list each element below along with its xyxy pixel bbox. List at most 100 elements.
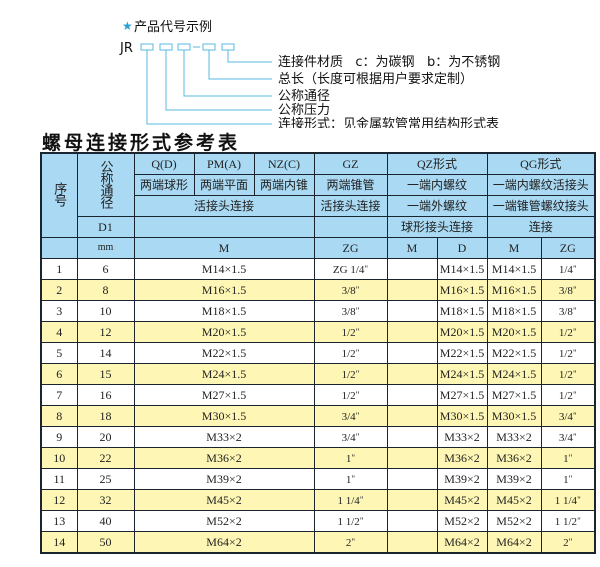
cell-dn: 16 [76,384,135,406]
cell-qz-m [386,447,438,469]
thread-size-value: 3/8 [342,285,360,297]
cell-m: M45×2 [133,489,315,511]
thread-size-value: 1 1/2 [338,516,364,528]
cell-m: M52×2 [133,510,315,532]
cell-zg: 3/8 [313,300,388,322]
label-nominal-diameter: 公称通径 [278,89,330,104]
label-material: 连接件材质 c：为碳钢 b：为不锈钢 [278,54,500,70]
thread-size-value: 3/8 [342,306,360,318]
cell-zg: 1 [313,468,388,490]
cell-m: M24×1.5 [133,363,315,385]
cell-zg: 1/2 [313,384,388,406]
cell-dn: 12 [76,321,135,343]
cell-zg: 2 [313,531,388,554]
cell-qg-m: M18×1.5 [486,300,542,322]
cell-zg: 1/2 [313,321,388,343]
cell-qg-m: M27×1.5 [486,384,542,406]
cell-qg-m: M20×1.5 [486,321,542,343]
cell-qz-d: M52×2 [436,510,488,532]
cell-qg-zg: 1 [540,468,596,490]
cell-seq: 2 [40,279,78,301]
header-gz-desc: 两端锥管 [313,174,388,196]
cell-dn: 18 [76,405,135,427]
cell-dn: 40 [76,510,135,532]
cell-qg-zg: 1/2 [540,342,596,364]
cell-seq: 3 [40,300,78,322]
diagram-heading: 产品代号示例 [134,20,212,35]
thread-size-value: 1/2 [342,348,360,360]
header-qz-m: M [386,237,438,259]
header-seq: 序号 [40,152,78,238]
code-prefix: JR [119,41,133,56]
cell-m: M64×2 [133,531,315,554]
header-qz-desc1: 一端内螺纹 [386,174,488,196]
cell-qz-d: M39×2 [436,468,488,490]
cell-m: M18×1.5 [133,300,315,322]
thread-size-value: 1 [563,474,572,486]
header-zg: ZG [313,237,388,259]
cell-qg-zg: 1 1/2 [540,510,596,532]
star-icon: ★ [122,19,133,33]
cell-qg-zg: 1 1/4 [540,489,596,511]
header-union-connection: 活接头连接 [133,195,315,217]
cell-m: M16×1.5 [133,279,315,301]
cell-qg-zg: 1/2 [540,363,596,385]
cell-qg-zg: 3/8 [540,300,596,322]
cell-qg-zg: 1/4 [540,258,596,280]
header-qg-zg: ZG [540,237,596,259]
thread-size-value: 3/8 [559,285,577,297]
cell-m: M39×2 [133,468,315,490]
thread-size-value: 1/2 [559,369,577,381]
cell-qz-m [386,363,438,385]
cell-qg-zg: 3/8 [540,279,596,301]
cell-qz-m [386,384,438,406]
header-qz-desc2: 一端外螺纹 [386,195,488,217]
cell-qg-m: M36×2 [486,447,542,469]
header-qg-desc3: 连接 [486,216,596,238]
cell-qz-d: M14×1.5 [436,258,488,280]
cell-seq: 7 [40,384,78,406]
cell-m: M30×1.5 [133,405,315,427]
cell-dn: 20 [76,426,135,448]
code-slots [140,43,272,125]
cell-dn: 8 [76,279,135,301]
cell-m: M20×1.5 [133,321,315,343]
thread-size-value: 1/2 [559,390,577,402]
cell-dn: 50 [76,531,135,554]
header-gz-union: 活接头连接 [313,195,388,217]
thread-size-value: 1 1/4 [338,495,364,507]
thread-size-value: ZG 1/4 [333,264,368,276]
cell-zg: 3/4 [313,405,388,427]
cell-zg: 1 [313,447,388,469]
cell-qz-d: M20×1.5 [436,321,488,343]
thread-size-value: 1 [346,474,355,486]
cell-qg-zg: 2 [540,531,596,554]
header-nz: NZ(C) [253,152,315,175]
cell-qz-d: M18×1.5 [436,300,488,322]
thread-size-value: 1/2 [342,390,360,402]
cell-seq: 8 [40,405,78,427]
cell-qg-m: M33×2 [486,426,542,448]
header-nz-desc: 两端内锥 [253,174,315,196]
cell-seq: 9 [40,426,78,448]
thread-size-value: 1/4 [559,264,577,276]
thread-size-value: 1/2 [559,327,577,339]
cell-m: M27×1.5 [133,384,315,406]
header-pm: PM(A) [193,152,255,175]
cell-qz-m [386,300,438,322]
cell-qz-m [386,279,438,301]
cell-qg-zg: 1/2 [540,321,596,343]
header-seq-blank [40,237,78,259]
cell-qz-m [386,258,438,280]
cell-qg-m: M52×2 [486,510,542,532]
cell-m: M14×1.5 [133,258,315,280]
cell-qg-m: M14×1.5 [486,258,542,280]
cell-m: M33×2 [133,426,315,448]
thread-size-value: 3/4 [559,411,577,423]
